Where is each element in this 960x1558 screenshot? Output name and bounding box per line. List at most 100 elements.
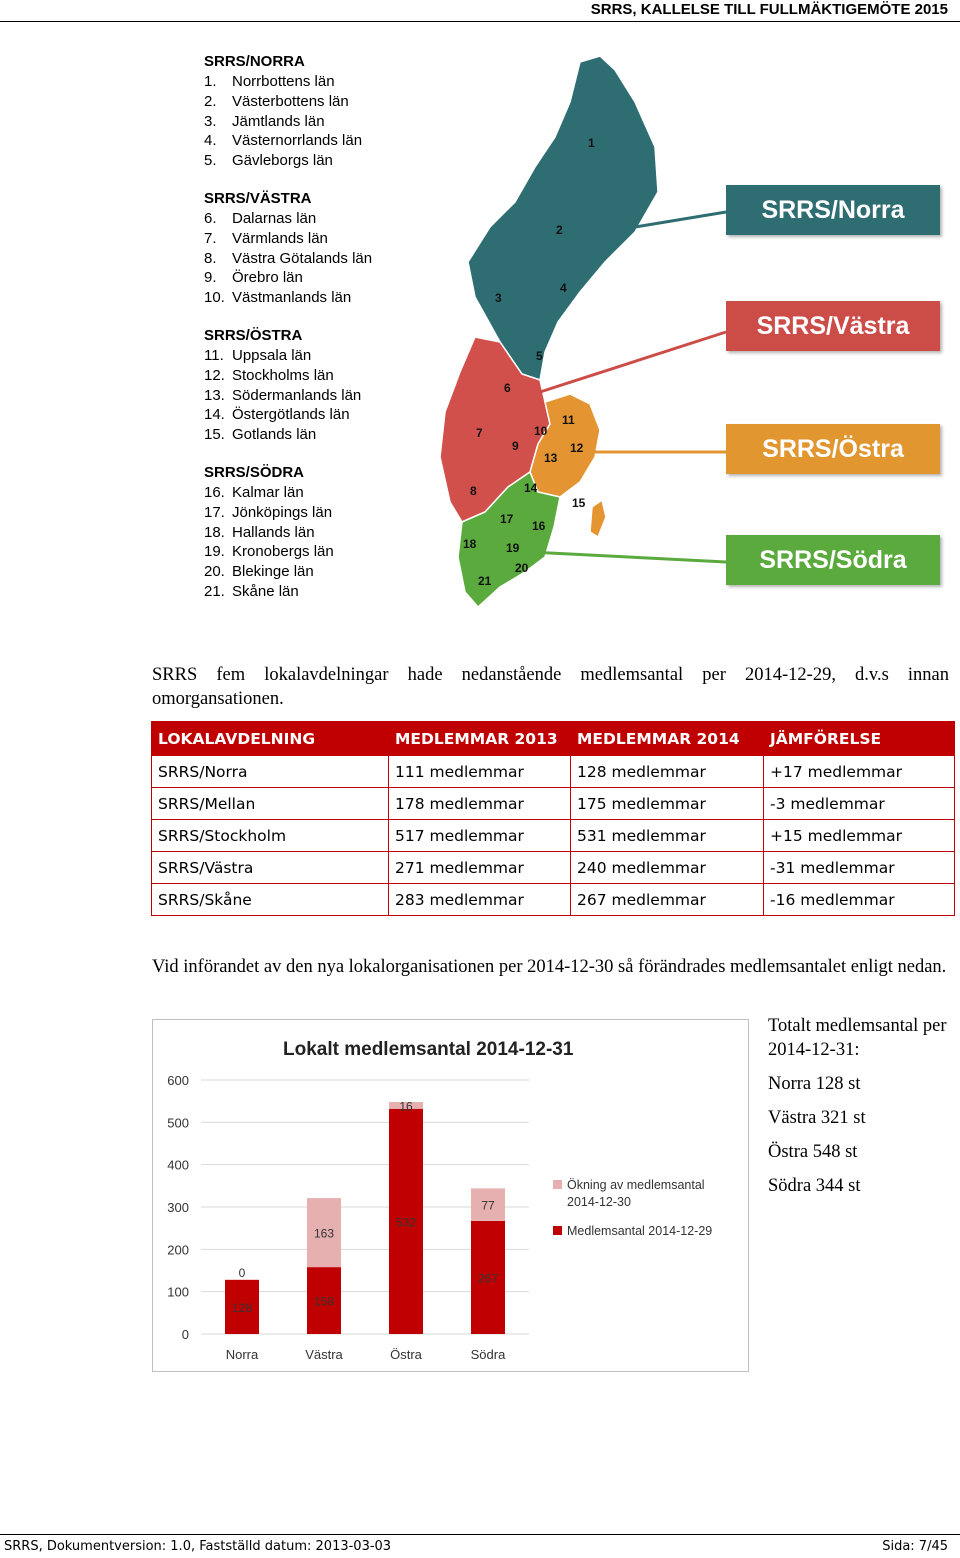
- legend-group-title: SRRS/NORRA: [204, 53, 305, 70]
- legend-group-norra: SRRS/NORRA 1. Norrbottens län 2. Västerbot…: [204, 52, 404, 171]
- bar-base: [389, 1108, 423, 1334]
- y-tick-label: 500: [167, 1115, 189, 1130]
- region-label-norra: SRRS/Norra: [726, 185, 940, 235]
- legend-group-ostra: SRRS/ÖSTRA 11. Uppsala län 12. Stockholms …: [204, 326, 404, 445]
- map-number: 4: [560, 281, 567, 295]
- table-cell: +15 medlemmar: [763, 819, 955, 852]
- totals-heading: Totalt medlemsantal per 2014-12-31:: [768, 1016, 947, 1060]
- map-region-gotland: [589, 498, 607, 539]
- data-label: 163: [314, 1227, 334, 1241]
- table-row: SRRS/Skåne 283 medlemmar 267 medlemmar -…: [151, 883, 955, 916]
- county-item: 6. Dalarnas län: [204, 209, 317, 227]
- bar-base: [307, 1267, 341, 1334]
- map-number: 20: [515, 561, 529, 575]
- table-cell: -3 medlemmar: [763, 787, 955, 820]
- bar-increase: [389, 1102, 423, 1109]
- map-region-ostra: [529, 393, 601, 498]
- table-row: SRRS/Norra 111 medlemmar 128 medlemmar +…: [151, 755, 955, 788]
- county-item: 20. Blekinge län: [204, 563, 314, 581]
- legend-swatch: [553, 1180, 562, 1189]
- table-cell: -31 medlemmar: [763, 851, 955, 884]
- pointer-line-vastra: [539, 330, 727, 394]
- totals-block: Totalt medlemsantal per 2014-12-31: Norr…: [768, 1014, 948, 1198]
- county-item: 5. Gävleborgs län: [204, 152, 333, 170]
- map-number: 11: [562, 413, 575, 427]
- legend-label: Ökning av medlemsantal 2014-12-30: [567, 1178, 705, 1209]
- map-region-sodra: [457, 470, 561, 609]
- totals-item: Östra 548 st: [768, 1142, 858, 1162]
- table-cell: SRRS/Mellan: [151, 787, 389, 820]
- footer-divider: [0, 1534, 960, 1535]
- map-number: 8: [470, 484, 477, 498]
- totals-item: Västra 321 st: [768, 1108, 866, 1128]
- map-number: 21: [478, 574, 492, 588]
- legend-group-title: SRRS/VÄSTRA: [204, 189, 312, 207]
- table-row: SRRS/Stockholm 517 medlemmar 531 medlemm…: [151, 819, 955, 852]
- data-label: 128: [232, 1301, 252, 1315]
- table-cell: +17 medlemmar: [763, 755, 955, 788]
- county-item: 9. Örebro län: [204, 269, 303, 287]
- data-label: 267: [478, 1271, 498, 1285]
- map-number: 6: [504, 381, 511, 395]
- data-label: 16: [399, 1099, 413, 1113]
- county-item: 1. Norrbottens län: [204, 73, 335, 90]
- table-cell: 128 medlemmar: [570, 755, 764, 788]
- table-cell: 267 medlemmar: [570, 883, 764, 916]
- intro-paragraph: SRRS fem lokalavdelningar hade nedanståe…: [152, 665, 949, 709]
- totals-item: Södra 344 st: [768, 1176, 861, 1196]
- y-tick-label: 300: [167, 1200, 189, 1215]
- y-tick-label: 200: [167, 1242, 189, 1257]
- county-item: 12. Stockholms län: [204, 366, 334, 384]
- x-tick-label: Östra: [390, 1347, 423, 1362]
- x-tick-label: Västra: [305, 1347, 343, 1362]
- table-cell: 517 medlemmar: [388, 819, 571, 852]
- table-cell: 175 medlemmar: [570, 787, 764, 820]
- legend-group-title: SRRS/ÖSTRA: [204, 326, 303, 344]
- table-cell: SRRS/Stockholm: [151, 819, 389, 852]
- map-number: 12: [570, 441, 584, 455]
- table-header-row: LOKALAVDELNING MEDLEMMAR 2013 MEDLEMMAR …: [151, 721, 955, 756]
- legend-swatch: [553, 1226, 562, 1235]
- county-item: 16. Kalmar län: [204, 483, 304, 501]
- table-cell: 531 medlemmar: [570, 819, 764, 852]
- map-number: 15: [572, 496, 586, 510]
- column-header: JÄMFÖRELSE: [763, 721, 955, 756]
- county-item: 7. Värmlands län: [204, 229, 328, 247]
- chart-title: Lokalt medlemsantal 2014-12-31: [283, 1039, 574, 1060]
- map-number: 2: [556, 223, 563, 237]
- header-title: SRRS, KALLELSE TILL FULLMÄKTIGEMÖTE 2015: [590, 1, 948, 18]
- region-label-sodra: SRRS/Södra: [726, 535, 940, 585]
- legend-label: Medlemsantal 2014-12-29: [567, 1224, 712, 1238]
- data-label: 532: [396, 1215, 416, 1229]
- region-label-vastra: SRRS/Västra: [726, 301, 940, 351]
- column-header: MEDLEMMAR 2013: [388, 721, 571, 756]
- county-item: 3. Jämtlands län: [204, 112, 325, 130]
- y-tick-label: 400: [167, 1158, 189, 1173]
- map-region-norra: [467, 55, 659, 381]
- county-legend: SRRS/NORRA 1. Norrbottens län 2. Västerbot…: [204, 52, 404, 620]
- bar-base: [471, 1220, 505, 1334]
- county-item: 11. Uppsala län: [204, 346, 312, 364]
- county-item: 4. Västernorrlands län: [204, 132, 363, 150]
- county-item: 17. Jönköpings län: [204, 503, 333, 521]
- data-label: 77: [481, 1199, 495, 1213]
- header-divider: [0, 21, 960, 22]
- map-number: 17: [500, 512, 514, 526]
- county-item: 2. Västerbottens län: [204, 92, 349, 110]
- map-number: 14: [524, 481, 538, 495]
- legend-group-vastra: SRRS/VÄSTRA 6. Dalarnas län 7. Värmlands l…: [204, 189, 404, 308]
- table-cell: 111 medlemmar: [388, 755, 571, 788]
- legend-group-title: SRRS/SÖDRA: [204, 463, 305, 481]
- table-cell: -16 medlemmar: [763, 883, 955, 916]
- table-cell: 271 medlemmar: [388, 851, 571, 884]
- county-item: 18. Hallands län: [204, 523, 315, 541]
- table-cell: 283 medlemmar: [388, 883, 571, 916]
- map-number: 9: [512, 439, 519, 453]
- map-number: 3: [495, 291, 502, 305]
- map-number: 19: [506, 541, 520, 555]
- table-cell: 178 medlemmar: [388, 787, 571, 820]
- county-item: 21. Skåne län: [204, 582, 299, 600]
- county-item: 8. Västra Götalands län: [204, 249, 373, 267]
- county-item: 10. Västmanlands län: [204, 289, 352, 307]
- map-county-numbers: 1 2 3 4 5 6 7 8 9 10 11 12 13 14 15 16 1…: [463, 136, 595, 588]
